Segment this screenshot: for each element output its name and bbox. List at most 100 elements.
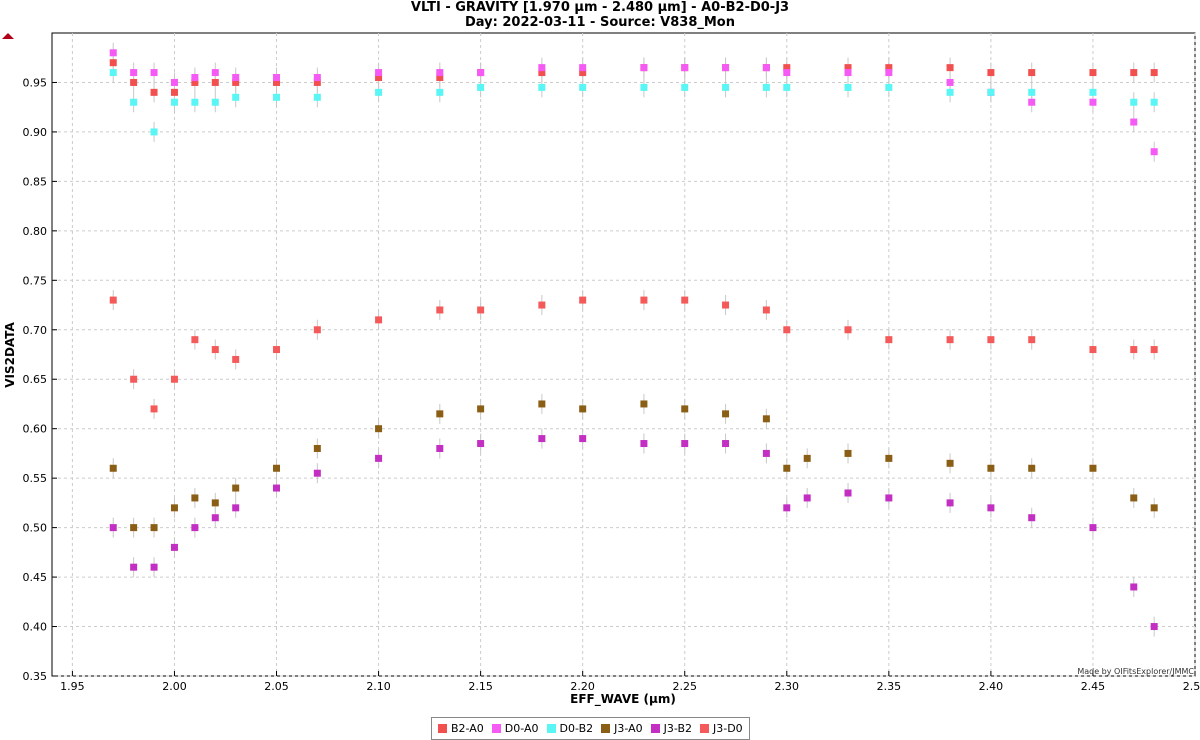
data-point-B2-A0[interactable] [273, 78, 281, 86]
data-point-J3-A0[interactable] [109, 464, 117, 472]
data-point-J3-A0[interactable] [232, 484, 240, 492]
data-point-B2-A0[interactable] [436, 74, 444, 82]
data-point-D0-B2[interactable] [130, 98, 138, 106]
data-point-J3-B2[interactable] [109, 524, 117, 532]
data-point-J3-B2[interactable] [375, 454, 383, 462]
data-point-J3-A0[interactable] [803, 454, 811, 462]
data-point-J3-A0[interactable] [885, 454, 893, 462]
data-point-J3-A0[interactable] [681, 405, 689, 413]
data-point-J3-B2[interactable] [681, 440, 689, 448]
data-point-D0-B2[interactable] [946, 88, 954, 96]
data-point-J3-D0[interactable] [762, 306, 770, 314]
legend-item[interactable]: D0-A0 [491, 722, 539, 735]
data-point-D0-B2[interactable] [211, 98, 219, 106]
data-point-D0-B2[interactable] [1150, 98, 1158, 106]
data-point-D0-A0[interactable] [538, 64, 546, 72]
data-point-J3-D0[interactable] [130, 375, 138, 383]
data-point-J3-A0[interactable] [783, 464, 791, 472]
data-point-D0-B2[interactable] [987, 88, 995, 96]
data-point-J3-B2[interactable] [232, 504, 240, 512]
data-point-D0-A0[interactable] [211, 69, 219, 77]
data-point-D0-B2[interactable] [375, 88, 383, 96]
data-point-J3-B2[interactable] [436, 444, 444, 452]
data-point-D0-B2[interactable] [273, 93, 281, 101]
data-point-D0-A0[interactable] [579, 64, 587, 72]
data-point-D0-B2[interactable] [436, 88, 444, 96]
data-point-B2-A0[interactable] [211, 78, 219, 86]
data-point-J3-D0[interactable] [273, 346, 281, 354]
data-point-J3-D0[interactable] [722, 301, 730, 309]
data-point-B2-A0[interactable] [313, 78, 321, 86]
data-point-D0-B2[interactable] [109, 69, 117, 77]
data-point-J3-B2[interactable] [1028, 514, 1036, 522]
data-point-D0-A0[interactable] [232, 74, 240, 82]
data-point-B2-A0[interactable] [375, 74, 383, 82]
data-point-D0-B2[interactable] [1130, 98, 1138, 106]
data-point-J3-D0[interactable] [436, 306, 444, 314]
data-point-J3-A0[interactable] [1150, 504, 1158, 512]
data-point-D0-B2[interactable] [844, 83, 852, 91]
data-point-D0-A0[interactable] [1028, 98, 1036, 106]
data-point-D0-B2[interactable] [477, 83, 485, 91]
data-point-B2-A0[interactable] [538, 69, 546, 77]
data-point-D0-B2[interactable] [640, 83, 648, 91]
data-point-J3-B2[interactable] [538, 435, 546, 443]
data-point-D0-A0[interactable] [150, 69, 158, 77]
data-point-B2-A0[interactable] [109, 59, 117, 67]
data-point-D0-B2[interactable] [783, 83, 791, 91]
data-point-J3-D0[interactable] [987, 336, 995, 344]
data-point-J3-D0[interactable] [211, 346, 219, 354]
data-point-D0-A0[interactable] [109, 49, 117, 57]
data-point-B2-A0[interactable] [1028, 69, 1036, 77]
data-point-D0-A0[interactable] [885, 69, 893, 77]
data-point-J3-A0[interactable] [211, 499, 219, 507]
data-point-J3-D0[interactable] [681, 296, 689, 304]
data-point-J3-A0[interactable] [1028, 464, 1036, 472]
data-point-B2-A0[interactable] [232, 78, 240, 86]
data-point-J3-A0[interactable] [170, 504, 178, 512]
data-point-J3-A0[interactable] [640, 400, 648, 408]
data-point-J3-D0[interactable] [579, 296, 587, 304]
data-point-D0-B2[interactable] [885, 83, 893, 91]
data-point-J3-B2[interactable] [170, 543, 178, 551]
data-point-J3-B2[interactable] [191, 524, 199, 532]
data-point-B2-A0[interactable] [987, 69, 995, 77]
data-point-J3-A0[interactable] [130, 524, 138, 532]
data-point-J3-A0[interactable] [722, 410, 730, 418]
data-point-J3-B2[interactable] [1089, 524, 1097, 532]
data-point-J3-D0[interactable] [640, 296, 648, 304]
data-point-J3-B2[interactable] [130, 563, 138, 571]
data-point-B2-A0[interactable] [1130, 69, 1138, 77]
data-point-B2-A0[interactable] [885, 64, 893, 72]
legend-item[interactable]: J3-A0 [601, 722, 643, 735]
data-point-J3-B2[interactable] [273, 484, 281, 492]
data-point-J3-D0[interactable] [150, 405, 158, 413]
data-point-J3-B2[interactable] [477, 440, 485, 448]
data-point-D0-A0[interactable] [375, 69, 383, 77]
data-point-J3-D0[interactable] [885, 336, 893, 344]
data-point-J3-A0[interactable] [946, 459, 954, 467]
data-point-J3-A0[interactable] [987, 464, 995, 472]
data-point-D0-A0[interactable] [170, 78, 178, 86]
data-point-J3-A0[interactable] [477, 405, 485, 413]
data-point-J3-A0[interactable] [191, 494, 199, 502]
data-point-B2-A0[interactable] [191, 78, 199, 86]
data-point-J3-B2[interactable] [640, 440, 648, 448]
data-point-D0-B2[interactable] [538, 83, 546, 91]
data-point-D0-B2[interactable] [762, 83, 770, 91]
data-point-D0-A0[interactable] [273, 74, 281, 82]
data-point-D0-B2[interactable] [1028, 88, 1036, 96]
data-point-J3-A0[interactable] [313, 444, 321, 452]
data-point-J3-B2[interactable] [579, 435, 587, 443]
data-point-J3-D0[interactable] [109, 296, 117, 304]
data-point-J3-B2[interactable] [211, 514, 219, 522]
data-point-D0-B2[interactable] [579, 83, 587, 91]
data-point-J3-D0[interactable] [783, 326, 791, 334]
data-point-D0-A0[interactable] [477, 69, 485, 77]
legend-item[interactable]: D0-B2 [546, 722, 593, 735]
data-point-J3-A0[interactable] [1089, 464, 1097, 472]
data-point-J3-D0[interactable] [844, 326, 852, 334]
data-point-J3-D0[interactable] [477, 306, 485, 314]
data-point-J3-A0[interactable] [844, 449, 852, 457]
